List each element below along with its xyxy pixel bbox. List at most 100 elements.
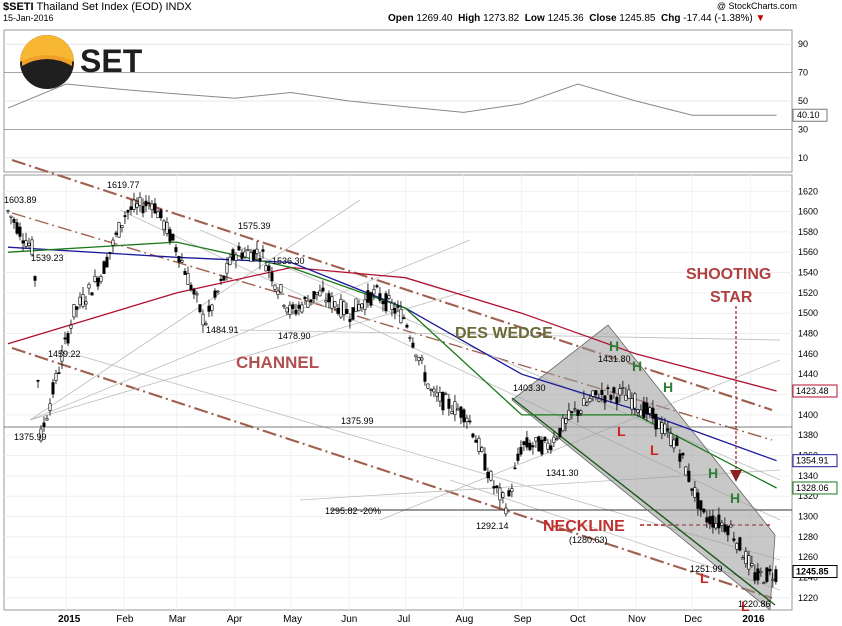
candle-body — [537, 436, 541, 452]
candle-body — [426, 383, 430, 389]
candle-body — [549, 445, 553, 451]
candle-body — [189, 284, 193, 291]
candle-body — [315, 291, 319, 295]
arrow-head-icon — [730, 470, 742, 482]
label-1459: 1459.22 — [48, 349, 81, 359]
candle-body — [438, 392, 442, 402]
index-name: Thailand Set Index (EOD) — [36, 1, 163, 13]
candle-body — [384, 293, 388, 312]
candle-body — [15, 222, 19, 234]
candle-body — [102, 261, 106, 274]
candle-body — [186, 273, 190, 285]
candle-body — [555, 438, 559, 441]
candle-body — [366, 290, 370, 303]
ma-green-line — [7, 241, 777, 489]
candle-body — [261, 249, 265, 252]
candle-body — [237, 246, 241, 251]
candle-body — [516, 453, 520, 461]
candle-body — [231, 249, 235, 260]
candle-body — [519, 446, 523, 455]
candle-body — [141, 205, 145, 214]
rsi-tick-label: 10 — [798, 153, 808, 163]
candle-body — [696, 492, 700, 509]
x-tick-label: Nov — [628, 614, 646, 625]
candle-body — [567, 410, 571, 420]
candle-body — [432, 388, 436, 393]
candle-body — [174, 247, 178, 253]
right-value-box — [792, 454, 838, 468]
candle-body — [387, 295, 391, 299]
candle-body — [183, 270, 187, 275]
rsi-line — [7, 83, 777, 116]
wedge-lower-line — [511, 397, 776, 606]
candle-body — [99, 275, 103, 282]
candle-body — [279, 284, 283, 293]
candle-body — [726, 525, 730, 536]
candle-body — [108, 252, 112, 254]
candle-body — [471, 433, 475, 438]
candle-body — [225, 262, 229, 274]
annotation-neckline: NECKLINE — [543, 518, 625, 535]
candle-body — [693, 487, 697, 498]
candle-body — [468, 420, 472, 423]
candle-body — [663, 423, 667, 435]
candle-body — [111, 239, 115, 246]
watermark: @ StockCharts.com — [716, 1, 797, 11]
candle-body — [480, 447, 484, 452]
candle-body — [324, 300, 328, 303]
down-arrow-icon: ▼ — [755, 13, 766, 24]
label-1539: 1539.23 — [31, 253, 64, 263]
candle-body — [552, 436, 556, 443]
candle-body — [357, 304, 361, 311]
candle-body — [462, 409, 466, 423]
candle-body — [603, 395, 607, 403]
candle-body — [678, 453, 682, 462]
candle-body — [84, 301, 88, 305]
candle-body — [243, 251, 247, 258]
candle-body — [585, 402, 589, 406]
annotation-l-1: L — [617, 423, 626, 439]
candle-body — [684, 466, 688, 476]
candle-body — [453, 401, 457, 416]
candle-body — [540, 439, 544, 455]
low-label: Low — [524, 13, 545, 24]
candle-body — [699, 500, 703, 511]
price-tick-label: 1280 — [798, 532, 818, 542]
candle-body — [363, 299, 367, 310]
annotation-shooting: SHOOTING — [686, 266, 771, 283]
candle-body — [705, 517, 709, 523]
descending-wedge — [511, 324, 776, 611]
candle-body — [564, 418, 568, 424]
rsi-grid — [4, 43, 792, 159]
candle-body — [609, 394, 613, 400]
candle-body — [771, 578, 775, 581]
candle-body — [594, 390, 598, 396]
candle-body — [618, 388, 622, 396]
candle-body — [273, 284, 277, 290]
candle-body — [522, 441, 526, 445]
price-tick-label: 1560 — [798, 247, 818, 257]
candle-body — [171, 233, 175, 241]
candle-body — [450, 411, 454, 414]
candle-body — [507, 490, 511, 497]
candle-body — [339, 298, 343, 318]
symbol: $SETI — [3, 1, 34, 13]
candle-body — [396, 305, 400, 308]
logo-text: SET — [80, 43, 143, 79]
candle-body — [162, 220, 166, 231]
label-1484: 1484.91 — [206, 325, 239, 335]
candle-body — [435, 392, 439, 397]
candle-body — [129, 206, 133, 211]
candle-body — [429, 389, 433, 391]
candle-body — [753, 572, 757, 581]
price-tick-label: 1220 — [798, 593, 818, 603]
price-tick-label: 1580 — [798, 227, 818, 237]
price-tick-label: 1500 — [798, 308, 818, 318]
label-1220: 1220.86 — [738, 599, 771, 609]
candle-body — [90, 292, 94, 296]
candle-body — [513, 467, 517, 470]
candle-body — [702, 508, 706, 513]
candle-body — [630, 398, 634, 410]
rsi-tick-label: 90 — [798, 39, 808, 49]
candle-body — [474, 439, 478, 443]
